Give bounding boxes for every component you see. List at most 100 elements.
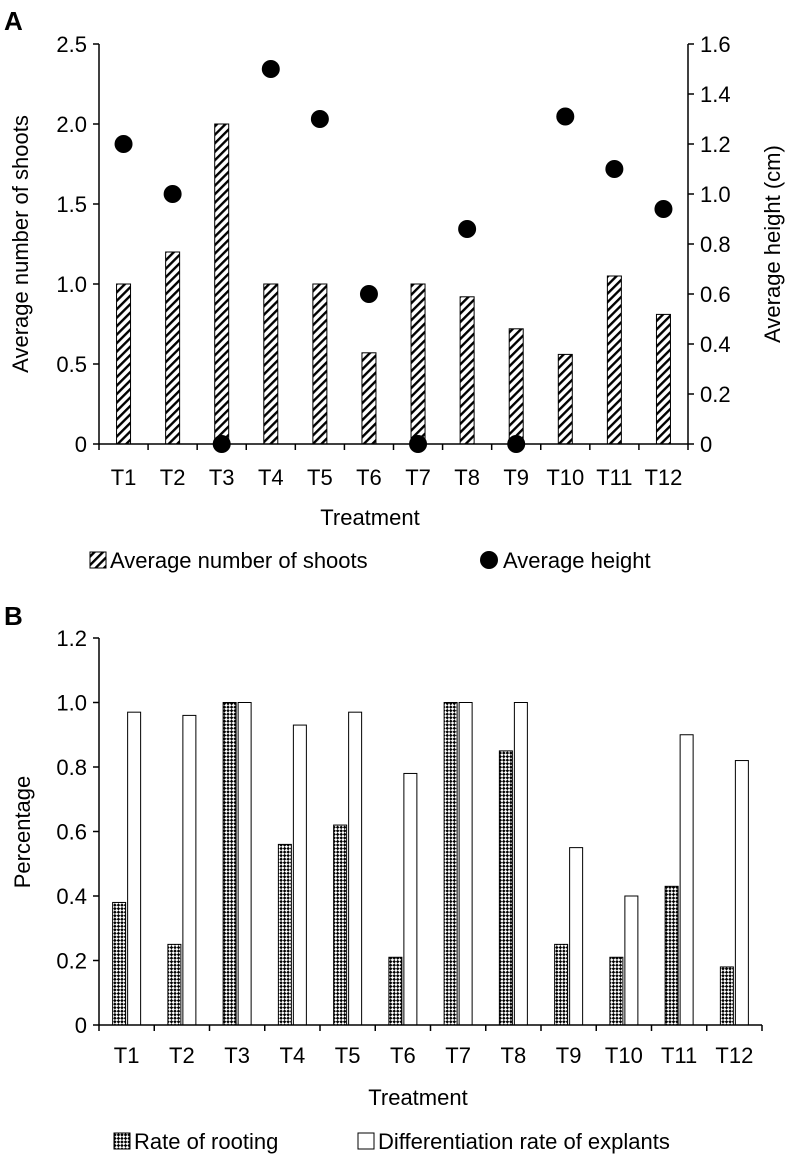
y-tick-label: 0.6 [56,820,87,845]
legend-swatch-differentiation [357,1132,375,1150]
x-tick-label: T1 [111,465,137,490]
x-axis-title: Treatment [320,505,419,530]
panel-a-label: A [4,6,23,36]
y2-tick-label: 1.6 [700,32,731,57]
bar-differentiation-T6 [403,772,418,1026]
x-tick-label: T6 [356,465,382,490]
point-height-T5 [310,110,329,128]
point-height-T9 [507,435,526,453]
x-tick-label: T3 [224,1043,250,1068]
y-axis-title: Percentage [10,776,35,889]
bar-rooting-T3 [222,702,237,1026]
bar-differentiation-T3 [237,702,252,1026]
bar-shoots-T8 [459,296,475,445]
bar-differentiation-T7 [458,702,473,1026]
legend-label-rooting: Rate of rooting [134,1129,278,1154]
bar-rooting-T4 [277,843,292,1026]
x-tick-label: T5 [307,465,333,490]
legend-label-height: Average height [503,548,651,573]
x-tick-label: T9 [503,465,529,490]
x-tick-label: T6 [390,1043,416,1068]
legend-label-differentiation: Differentiation rate of explants [378,1129,670,1154]
bar-shoots-T11 [606,275,622,445]
x-tick-label: T7 [445,1043,471,1068]
legend-swatch-rooting [113,1132,131,1150]
x-axis-title: Treatment [368,1085,467,1110]
bar-rooting-T7 [443,702,458,1026]
y-tick-label: 2.5 [56,32,87,57]
y2-tick-label: 0.8 [700,232,731,257]
x-tick-label: T1 [114,1043,140,1068]
x-tick-label: T10 [546,465,584,490]
x-tick-label: T10 [605,1043,643,1068]
bar-shoots-T12 [655,313,671,445]
x-tick-label: T2 [160,465,186,490]
x-tick-label: T3 [209,465,235,490]
y-tick-label: 1.2 [56,626,87,651]
bar-differentiation-T5 [348,711,363,1026]
point-height-T1 [114,135,133,153]
y-tick-label: 0 [75,432,87,457]
panel-b-label: B [4,601,23,631]
x-tick-label: T9 [556,1043,582,1068]
y2-axis-title: Average height (cm) [760,145,785,343]
x-tick-label: T8 [454,465,480,490]
bar-rooting-T12 [719,966,734,1026]
x-tick-label: T11 [596,465,632,490]
bar-rooting-T5 [333,824,348,1026]
bar-rooting-T11 [664,885,679,1026]
y2-tick-label: 0.4 [700,332,731,357]
y2-tick-label: 0 [700,432,712,457]
y2-tick-label: 1.4 [700,82,731,107]
bar-differentiation-T9 [569,847,584,1026]
bar-shoots-T2 [165,251,181,445]
y-tick-label: 0.8 [56,755,87,780]
bar-shoots-T3 [214,123,230,445]
point-height-T6 [359,285,378,303]
y-tick-label: 1.0 [56,691,87,716]
point-height-T12 [654,200,673,218]
y-tick-label: 0.2 [56,949,87,974]
point-height-T4 [261,60,280,78]
x-tick-label: T4 [258,465,284,490]
y-tick-label: 1.0 [56,272,87,297]
bar-differentiation-T4 [292,724,307,1026]
y2-tick-label: 1.2 [700,132,731,157]
bar-shoots-T10 [557,353,573,445]
x-tick-label: T12 [715,1043,753,1068]
bar-shoots-T7 [410,283,426,445]
bar-shoots-T9 [508,328,524,445]
y-axis-title: Average number of shoots [8,115,33,373]
legend-marker-height [480,551,498,569]
bar-rooting-T6 [388,956,403,1026]
x-tick-label: T4 [280,1043,306,1068]
y2-tick-label: 0.6 [700,282,731,307]
bar-rooting-T2 [167,943,182,1026]
bar-shoots-T5 [312,283,328,445]
x-tick-label: T5 [335,1043,361,1068]
bar-rooting-T9 [554,943,569,1026]
panel-a-chart: A 0 0.5 1.0 1.5 2.0 2.5 0 0.2 0.4 0.6 0.8 1.0 1.2 1.4 1… [4,6,785,573]
bar-shoots-T6 [361,352,377,445]
bar-differentiation-T1 [127,711,142,1026]
bar-shoots-T1 [116,283,132,445]
y-tick-label: 2.0 [56,112,87,137]
y-tick-label: 1.5 [56,192,87,217]
y-tick-label: 0.5 [56,352,87,377]
point-height-T7 [409,435,428,453]
point-height-T11 [605,160,624,178]
y2-tick-label: 1.0 [700,182,731,207]
y-tick-label: 0.4 [56,884,87,909]
bar-rooting-T1 [112,901,127,1026]
x-tick-label: T8 [501,1043,527,1068]
bar-differentiation-T2 [182,714,197,1026]
x-tick-label: T11 [661,1043,697,1068]
point-height-T2 [163,185,182,203]
panel-b-chart: B 0 0.2 0.4 0.6 0.8 1.0 1.2 T1 T2 T3 T4 T5 T6 T7 T8 T9 T1… [4,601,763,1154]
bar-differentiation-T11 [679,734,694,1026]
point-height-T8 [458,220,477,238]
point-height-T3 [212,435,231,453]
y-tick-label: 0 [75,1013,87,1038]
x-tick-label: T2 [169,1043,195,1068]
x-tick-label: T12 [644,465,682,490]
